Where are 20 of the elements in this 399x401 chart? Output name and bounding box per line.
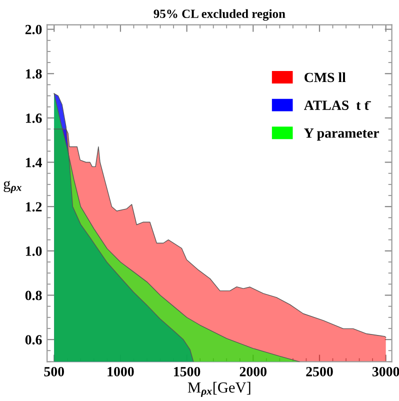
x-tick-label: 2500: [306, 366, 333, 376]
y-tick-label: 1.0: [26, 246, 42, 256]
chart-title: 95% CL excluded region: [154, 9, 286, 21]
legend-label: CMS ll: [304, 72, 346, 82]
y-tick-label: 1.2: [26, 202, 42, 212]
x-axis-title: M$_{ρx}$[GeV]: [188, 382, 250, 397]
legend-label: ATLAS t t̄: [304, 100, 371, 110]
y-tick-label: 1.8: [26, 69, 42, 79]
y-tick-label: 0.6: [25, 335, 42, 345]
legend-label: Y parameter: [304, 128, 380, 141]
x-tick-label: 500: [44, 366, 64, 376]
x-tick-label: 1000: [108, 366, 134, 376]
y-tick-label: 2.0: [25, 24, 42, 34]
y-tick-label: 0.8: [25, 290, 42, 300]
x-tick-label: 2000: [240, 366, 267, 376]
x-tick-label: 3000: [372, 366, 399, 376]
y-tick-label: 1.4: [26, 158, 42, 168]
y-tick-label: 1.6: [26, 114, 42, 123]
y-axis-title: g$_{ρx}$: [4, 180, 22, 194]
x-tick-label: 1500: [174, 366, 200, 376]
